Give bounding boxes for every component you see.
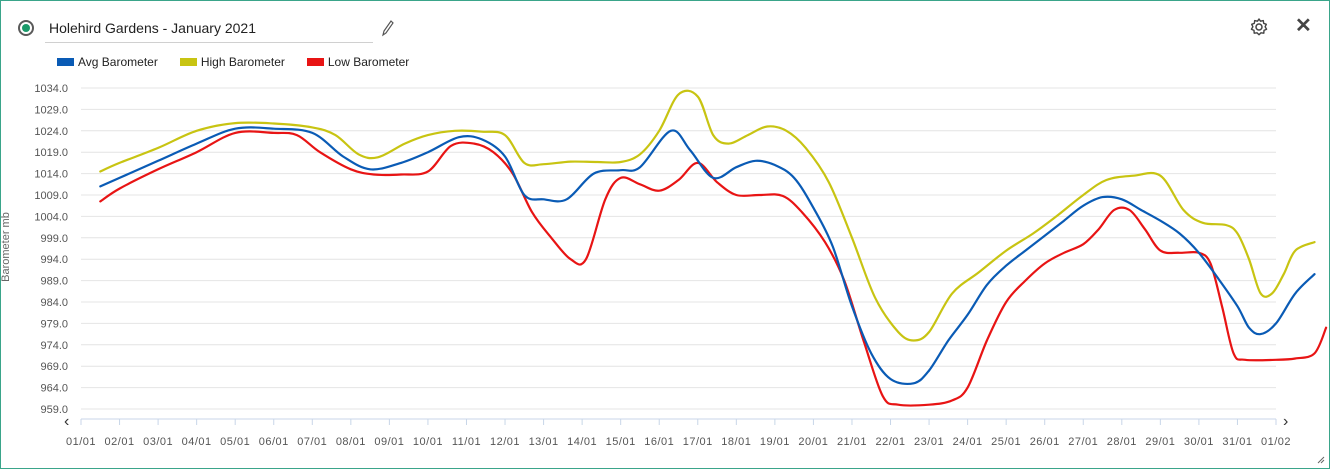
chart-title: Holehird Gardens - January 2021 xyxy=(49,20,257,36)
y-tick-label: 1009.0 xyxy=(34,190,68,202)
x-tick-label: 04/01 xyxy=(182,436,212,448)
x-tick-label: 29/01 xyxy=(1145,436,1175,448)
x-tick-label: 22/01 xyxy=(876,436,906,448)
y-tick-label: 969.0 xyxy=(40,361,68,373)
y-tick-label: 1014.0 xyxy=(34,169,68,181)
x-tick-label: 26/01 xyxy=(1030,436,1060,448)
x-tick-label: 12/01 xyxy=(490,436,520,448)
x-tick-label: 01/01 xyxy=(66,436,96,448)
x-tick-label: 23/01 xyxy=(914,436,944,448)
scroll-right-icon[interactable]: › xyxy=(1283,413,1289,430)
x-tick-label: 08/01 xyxy=(336,436,366,448)
x-tick-label: 27/01 xyxy=(1068,436,1098,448)
x-tick-label: 05/01 xyxy=(220,436,250,448)
y-tick-label: 964.0 xyxy=(40,383,68,395)
y-tick-label: 1024.0 xyxy=(34,126,68,138)
series-line-avg xyxy=(99,126,1316,386)
x-tick-label: 17/01 xyxy=(683,436,713,448)
y-tick-label: 979.0 xyxy=(40,318,68,330)
legend-swatch-avg xyxy=(57,58,74,66)
y-tick-label: 1029.0 xyxy=(34,104,68,116)
x-tick-label: 02/01 xyxy=(105,436,135,448)
y-tick-label: 989.0 xyxy=(40,276,68,288)
y-tick-label: 999.0 xyxy=(40,233,68,245)
y-tick-label: 1019.0 xyxy=(34,147,68,159)
x-tick-label: 06/01 xyxy=(259,436,289,448)
x-tick-label: 28/01 xyxy=(1107,436,1137,448)
y-tick-label: 984.0 xyxy=(40,297,68,309)
x-tick-label: 10/01 xyxy=(413,436,443,448)
series-line-low xyxy=(99,130,1328,407)
y-tick-label: 1034.0 xyxy=(34,83,68,95)
x-tick-label: 21/01 xyxy=(837,436,867,448)
legend-label-high: High Barometer xyxy=(200,55,285,69)
y-tick-label: 974.0 xyxy=(40,340,68,352)
series-line-high xyxy=(99,89,1316,342)
legend-item-avg[interactable]: Avg Barometer xyxy=(57,55,158,69)
x-tick-label: 20/01 xyxy=(798,436,828,448)
scroll-left-icon[interactable]: ‹ xyxy=(64,413,70,430)
gear-icon[interactable] xyxy=(1249,17,1269,37)
x-tick-label: 03/01 xyxy=(143,436,173,448)
x-tick-label: 15/01 xyxy=(606,436,636,448)
resize-handle-icon[interactable] xyxy=(1317,456,1325,464)
legend: Avg Barometer High Barometer Low Baromet… xyxy=(57,55,431,69)
x-tick-label: 11/01 xyxy=(452,436,481,448)
legend-item-low[interactable]: Low Barometer xyxy=(306,55,410,69)
x-tick-label: 01/02 xyxy=(1261,436,1291,448)
x-tick-label: 16/01 xyxy=(644,436,674,448)
x-tick-label: 25/01 xyxy=(991,436,1021,448)
x-tick-label: 24/01 xyxy=(953,436,983,448)
y-tick-label: 1004.0 xyxy=(34,211,68,223)
x-tick-label: 31/01 xyxy=(1222,436,1252,448)
legend-item-high[interactable]: High Barometer xyxy=(179,55,285,69)
x-tick-label: 14/01 xyxy=(567,436,597,448)
x-tick-label: 30/01 xyxy=(1184,436,1214,448)
legend-swatch-low xyxy=(306,58,324,66)
x-tick-label: 13/01 xyxy=(529,436,559,448)
x-tick-label: 19/01 xyxy=(760,436,790,448)
close-icon[interactable]: ✕ xyxy=(1295,15,1312,37)
legend-label-low: Low Barometer xyxy=(327,55,410,69)
x-tick-label: 18/01 xyxy=(721,436,751,448)
radio-selected-icon[interactable] xyxy=(18,20,34,36)
legend-swatch-high xyxy=(179,58,197,66)
x-tick-label: 07/01 xyxy=(297,436,327,448)
y-tick-label: 994.0 xyxy=(40,254,68,266)
x-tick-label: 09/01 xyxy=(374,436,404,448)
legend-label-avg: Avg Barometer xyxy=(78,55,158,69)
title-underline xyxy=(45,42,373,43)
y-tick-label: 959.0 xyxy=(40,404,68,416)
pencil-icon[interactable] xyxy=(381,19,395,37)
